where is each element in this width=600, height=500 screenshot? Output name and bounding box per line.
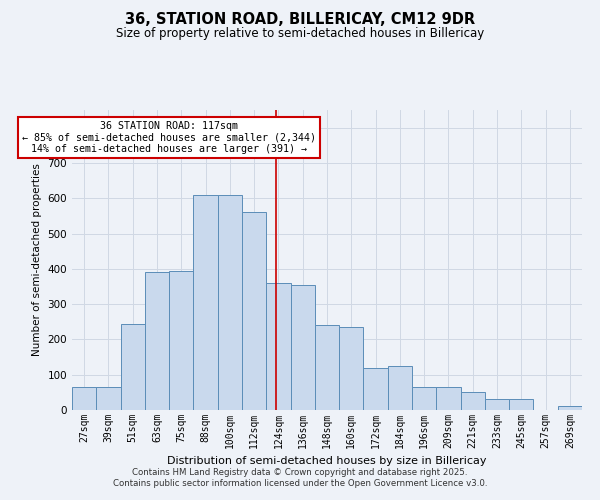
Bar: [315, 326, 339, 410]
Bar: [461, 392, 485, 410]
X-axis label: Distribution of semi-detached houses by size in Billericay: Distribution of semi-detached houses by …: [167, 456, 487, 466]
Bar: [145, 272, 169, 410]
Bar: [364, 368, 388, 410]
Bar: [412, 387, 436, 410]
Bar: [485, 400, 509, 410]
Bar: [121, 324, 145, 410]
Bar: [169, 270, 193, 410]
Bar: [193, 194, 218, 410]
Text: 36, STATION ROAD, BILLERICAY, CM12 9DR: 36, STATION ROAD, BILLERICAY, CM12 9DR: [125, 12, 475, 28]
Bar: [72, 387, 96, 410]
Bar: [266, 283, 290, 410]
Y-axis label: Number of semi-detached properties: Number of semi-detached properties: [32, 164, 42, 356]
Bar: [290, 284, 315, 410]
Bar: [96, 387, 121, 410]
Text: Contains HM Land Registry data © Crown copyright and database right 2025.
Contai: Contains HM Land Registry data © Crown c…: [113, 468, 487, 487]
Text: Size of property relative to semi-detached houses in Billericay: Size of property relative to semi-detach…: [116, 28, 484, 40]
Bar: [388, 366, 412, 410]
Bar: [339, 327, 364, 410]
Bar: [218, 194, 242, 410]
Bar: [436, 387, 461, 410]
Text: 36 STATION ROAD: 117sqm
← 85% of semi-detached houses are smaller (2,344)
14% of: 36 STATION ROAD: 117sqm ← 85% of semi-de…: [22, 120, 316, 154]
Bar: [558, 406, 582, 410]
Bar: [509, 400, 533, 410]
Bar: [242, 212, 266, 410]
